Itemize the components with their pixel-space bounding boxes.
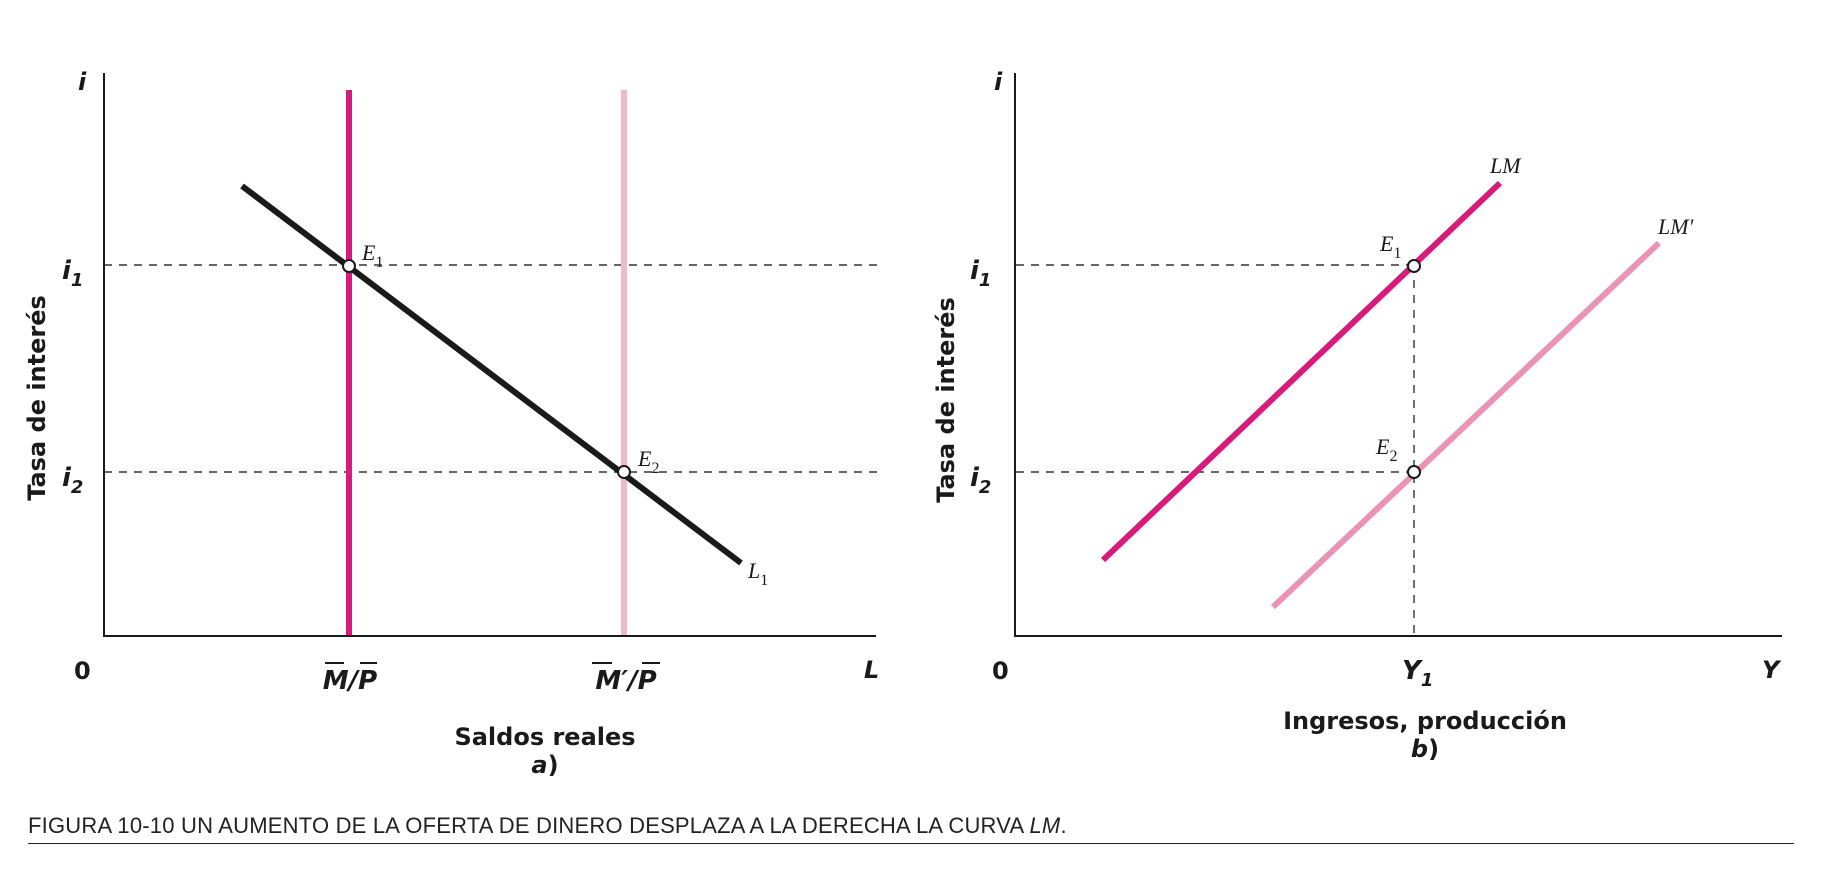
panel-tag-a: a) [531, 751, 558, 779]
ytick-i1-a: i1 [62, 256, 83, 291]
panel-tag-b: b) [1411, 735, 1439, 763]
ytick-i2-a: i2 [62, 463, 83, 498]
label-e1-b: E1 [1379, 231, 1401, 262]
origin-label-a: 0 [74, 657, 91, 685]
caption-lm: LM [1029, 813, 1061, 838]
ylabel-a: Tasa de interés [23, 295, 51, 501]
label-l1: L1 [747, 558, 768, 589]
label-lm-prime: LM' [1657, 214, 1694, 239]
series-l1 [240, 183, 743, 566]
y-axis-symbol-b: i [994, 68, 1003, 96]
label-e2-b: E2 [1375, 434, 1397, 465]
caption-suffix: . [1060, 813, 1067, 838]
point-e2-b [1407, 465, 1421, 479]
xtitle-b: Ingresos, producción [1283, 707, 1567, 735]
panel-b: E1 E2 LM LM' i Y 0 i1 i2 Y1 Tasa de inte… [932, 68, 1782, 763]
figure-caption: FIGURA 10-10 UN AUMENTO DE LA OFERTA DE … [28, 813, 1794, 844]
ytick-i1-b: i1 [970, 256, 991, 291]
x-axis-symbol-a: L [864, 656, 879, 684]
point-e1-a [342, 259, 356, 273]
caption-text: FIGURA 10-10 UN AUMENTO DE LA OFERTA DE … [28, 813, 1030, 838]
origin-label-b: 0 [992, 657, 1009, 685]
xtick-y1-b: Y1 [1402, 656, 1433, 691]
ylabel-b: Tasa de interés [932, 297, 960, 503]
series-lm-prime [1270, 240, 1662, 610]
label-lm: LM [1489, 153, 1522, 178]
y-axis-symbol-a: i [78, 68, 87, 96]
point-e1-b [1407, 259, 1421, 273]
point-e2-a [617, 465, 631, 479]
xtick-mp: M/P [323, 666, 377, 696]
xtick-mprime-p: M′/P [595, 666, 656, 696]
panel-a: E1 E2 L1 i L 0 i1 i2 M/P M′/P Tasa de in… [23, 68, 879, 779]
xtitle-a: Saldos reales [454, 723, 635, 751]
series-lm [1100, 180, 1503, 563]
label-e2-a: E2 [637, 446, 659, 477]
ytick-i2-b: i2 [970, 463, 991, 498]
label-e1-a: E1 [361, 240, 383, 271]
x-axis-symbol-b: Y [1762, 656, 1782, 684]
